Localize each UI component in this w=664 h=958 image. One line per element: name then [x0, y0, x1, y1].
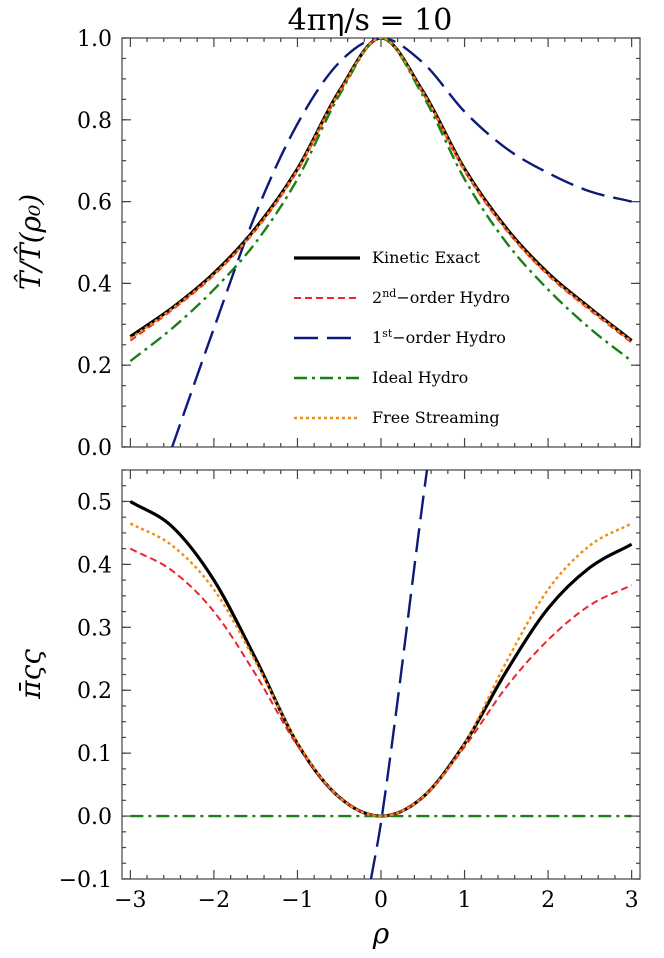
series-line-1st-order-hydro [369, 470, 429, 879]
y-tick-label: 0.4 [77, 272, 112, 297]
panel-top: 0.0 0.2 0.4 0.6 0.8 1.0 T̂/T̂(ρ₀) Kinetic Exact… [14, 27, 641, 461]
x-tick-label: 2 [541, 888, 555, 913]
y-axis-label: T̂/T̂(ρ₀) [14, 194, 47, 290]
series-line-ideal-hydro [129, 38, 633, 363]
y-tick-label: 0.3 [77, 616, 112, 641]
legend-entry: Kinetic Exact [372, 248, 481, 267]
series-line-2nd-order-hydro [129, 547, 633, 818]
legend-entry: Ideal Hydro [372, 368, 468, 387]
y-axis-label: π̄ςς [14, 649, 47, 700]
x-axis-label: ρ [372, 917, 390, 950]
legend: Kinetic Exact 2nd−order Hydro 1st−order Hy… [294, 248, 510, 427]
x-tick-label: 0 [374, 888, 388, 913]
y-tick-label: 0.4 [77, 553, 112, 578]
x-tick-label: 1 [458, 888, 472, 913]
y-tick-label: −0.1 [59, 868, 112, 893]
x-tick-label: −2 [198, 888, 230, 913]
x-tick-label: −1 [281, 888, 313, 913]
legend-entry: 1st−order Hydro [372, 327, 506, 348]
y-tick-label: 0.2 [77, 679, 112, 704]
y-tick-label: 0.1 [77, 742, 112, 767]
panel-bottom: −3 −2 −1 0 1 2 3 −0.1 0.0 0.1 0.2 0.3 0.4 0.5 π̄ςς [14, 469, 641, 913]
y-tick-label: 0.5 [77, 490, 112, 515]
series-line-kinetic-exact [129, 500, 633, 818]
y-tick-label: 1.0 [77, 27, 112, 52]
y-tick-label: 0.8 [77, 109, 112, 134]
legend-entry: 2nd−order Hydro [372, 287, 510, 308]
x-tick-label: 3 [625, 888, 639, 913]
chart-title: 4πη/s = 10 [288, 3, 453, 38]
x-tick-label: −3 [114, 888, 146, 913]
series-line-free-streaming [129, 522, 633, 818]
y-tick-label: 0.0 [77, 805, 112, 830]
y-tick-label: 0.6 [77, 191, 112, 216]
y-tick-label: 0.0 [77, 436, 112, 461]
y-tick-label: 0.2 [77, 354, 112, 379]
legend-entry: Free Streaming [372, 408, 500, 427]
series-line-1st-order-hydro [170, 38, 632, 447]
